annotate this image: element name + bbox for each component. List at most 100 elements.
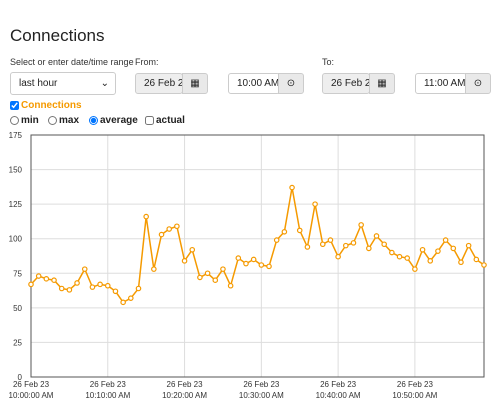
point — [166, 226, 173, 232]
calendar-button[interactable]: ▦ — [369, 73, 395, 94]
point — [112, 288, 119, 295]
point — [89, 284, 96, 290]
point — [128, 295, 134, 301]
option[interactable]: min — [10, 115, 39, 126]
x-tick-label: 10:40:00 AM — [316, 391, 361, 400]
y-tick-label: 150 — [9, 166, 23, 175]
point — [212, 277, 219, 284]
point — [189, 246, 196, 253]
point — [181, 258, 188, 264]
checkbox[interactable] — [145, 116, 154, 125]
point — [366, 245, 372, 252]
point — [442, 237, 449, 243]
point — [235, 255, 242, 261]
point — [342, 242, 349, 249]
x-tick-label: 26 Feb 23 — [243, 380, 280, 389]
clock-button[interactable]: ⊙ — [465, 73, 491, 94]
x-tick-label: 10:00:00 AM — [9, 391, 54, 400]
point — [81, 266, 88, 272]
from-label: From: — [135, 57, 159, 67]
point — [204, 270, 211, 277]
title: Connections — [10, 26, 105, 45]
y-tick-label: 50 — [13, 304, 22, 313]
point — [296, 227, 303, 234]
calendar-button[interactable]: ▦ — [182, 73, 208, 94]
point — [412, 266, 418, 272]
point — [197, 274, 203, 281]
point — [243, 260, 249, 267]
point — [419, 246, 426, 253]
caret: ⌄ — [100, 78, 109, 89]
radio[interactable] — [48, 116, 57, 125]
point — [350, 240, 357, 246]
point — [43, 276, 50, 282]
point — [143, 213, 149, 220]
to-time[interactable]: 11:00 AM — [415, 73, 467, 94]
option[interactable]: actual — [145, 115, 185, 126]
point — [396, 253, 403, 260]
point — [404, 255, 411, 261]
point — [319, 241, 326, 248]
x-tick-label: 10:10:00 AM — [85, 391, 130, 400]
point — [28, 281, 34, 288]
x-tick-label: 26 Feb 23 — [90, 380, 127, 389]
point — [327, 237, 334, 243]
point — [389, 249, 395, 256]
radio[interactable] — [10, 116, 19, 125]
clock-button[interactable]: ⊙ — [278, 73, 304, 94]
chart: 0 25 50 75 100 125 150 175 26 Feb 23 10:00:00 AM 2… — [9, 131, 487, 400]
series-label: Connections — [21, 100, 82, 111]
point — [266, 263, 272, 270]
point — [458, 259, 464, 266]
point — [104, 282, 111, 289]
point — [66, 287, 73, 293]
y-tick-label: 25 — [13, 338, 22, 347]
point — [335, 253, 341, 260]
from-date[interactable]: 26 Feb 23 — [135, 73, 183, 94]
option-label: average — [100, 115, 138, 126]
point — [151, 266, 157, 272]
to-label: To: — [322, 57, 335, 67]
option-label: min — [21, 115, 39, 126]
y-tick-label: 0 — [18, 373, 23, 382]
point — [304, 244, 311, 250]
point — [381, 241, 387, 248]
x-tick-label: 10:30:00 AM — [239, 391, 284, 400]
checkbox[interactable] — [10, 101, 19, 110]
x-tick-label: 26 Feb 23 — [167, 380, 204, 389]
point — [250, 256, 257, 263]
point — [358, 222, 364, 228]
point — [465, 242, 472, 249]
range-select[interactable]: last hour ⌄ — [10, 72, 116, 95]
point — [135, 285, 142, 292]
point — [427, 258, 434, 264]
range-value: last hour — [19, 78, 58, 89]
to-date[interactable]: 26 Feb 23 — [322, 73, 370, 94]
point — [174, 223, 180, 230]
radio[interactable] — [89, 116, 98, 125]
point — [120, 299, 126, 306]
y-tick-label: 100 — [9, 235, 23, 244]
point — [450, 245, 457, 252]
range-label: Select or enter date/time range — [10, 57, 134, 67]
point — [281, 229, 288, 235]
point — [220, 266, 226, 272]
point — [273, 237, 280, 243]
point — [158, 231, 165, 238]
point — [227, 282, 234, 289]
series-toggle[interactable]: Connections — [10, 100, 82, 111]
point — [97, 281, 103, 288]
point — [35, 273, 42, 279]
point — [481, 262, 487, 268]
from-time[interactable]: 10:00 AM — [228, 73, 280, 94]
point — [51, 277, 57, 284]
x-tick-label: 26 Feb 23 — [320, 380, 357, 389]
point — [258, 262, 265, 268]
option[interactable]: average — [89, 115, 138, 126]
point — [74, 280, 80, 286]
point — [373, 233, 380, 239]
point — [473, 256, 480, 263]
option-label: actual — [156, 115, 185, 126]
option[interactable]: max — [48, 115, 79, 126]
